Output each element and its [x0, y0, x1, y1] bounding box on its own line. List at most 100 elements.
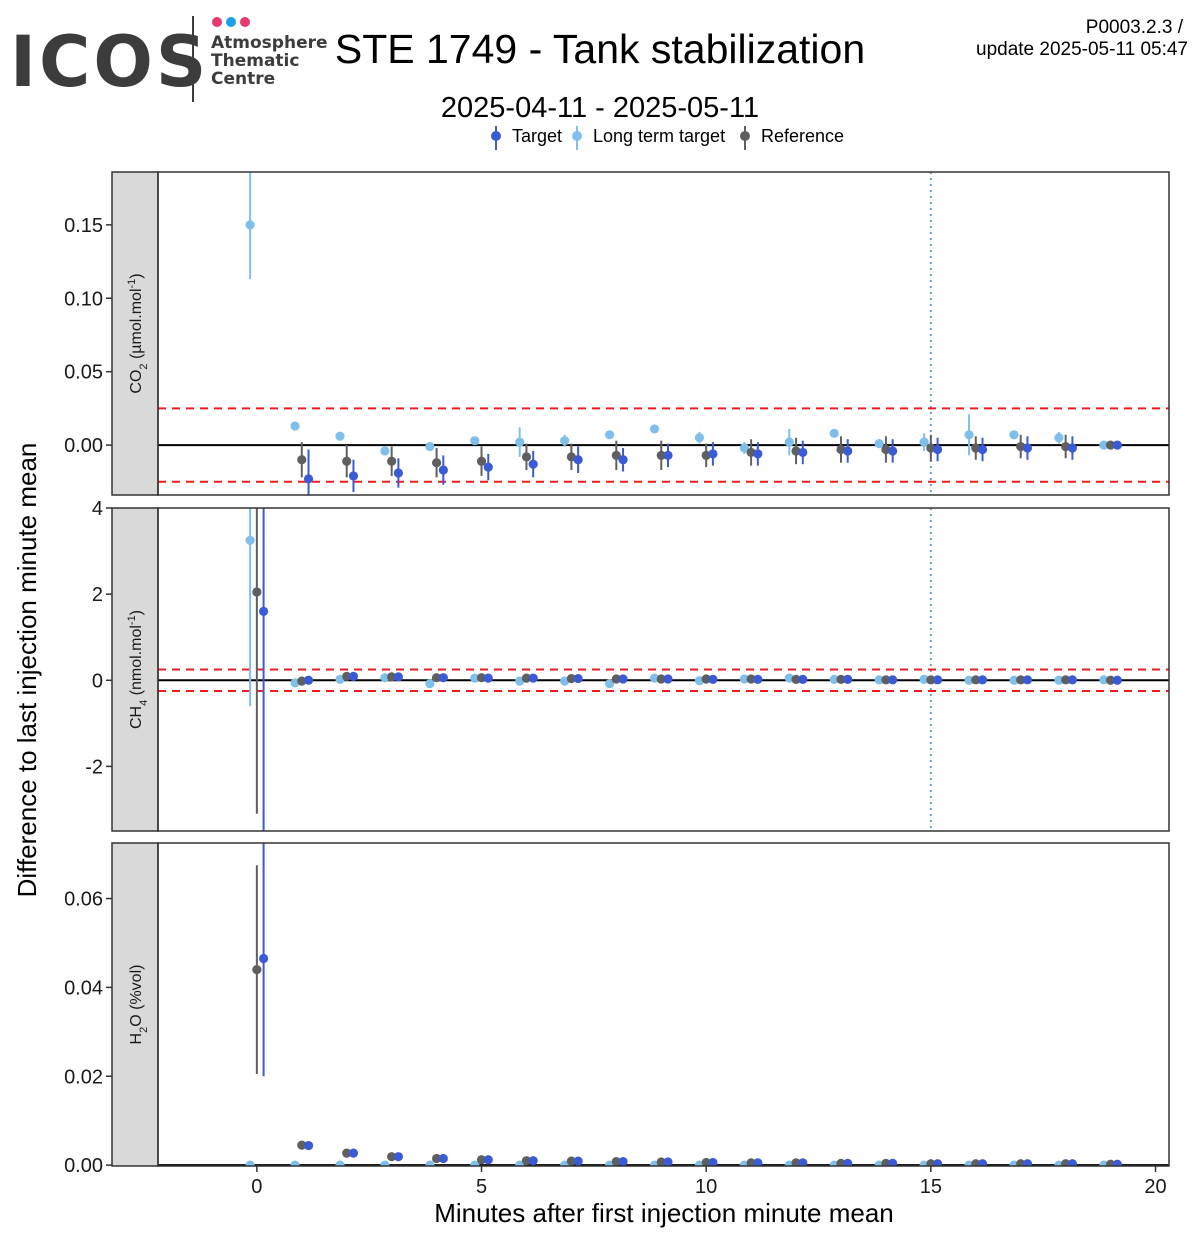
data-point [843, 1158, 853, 1166]
strip-unit-end: ) [128, 610, 145, 615]
data-point [393, 468, 403, 478]
data-point [604, 430, 615, 440]
data-point [1061, 675, 1071, 685]
logo-line-1: Atmosphere [211, 33, 328, 53]
logo-dot [212, 17, 222, 27]
data-point [888, 446, 898, 456]
data-point [663, 450, 673, 460]
data-point [483, 673, 493, 683]
data-point [836, 674, 846, 685]
data-point [977, 675, 988, 685]
data-point [380, 446, 390, 456]
strip-subscript: 2 [138, 1027, 150, 1033]
data-point [438, 673, 448, 683]
data-point [701, 1157, 711, 1166]
data-point [348, 671, 359, 681]
data-point [604, 679, 615, 689]
data-point [425, 1160, 435, 1166]
data-point [380, 1160, 390, 1166]
data-point [425, 679, 435, 689]
data-point [1105, 675, 1116, 685]
data-point [611, 450, 621, 460]
data-point [521, 452, 532, 462]
panel-frame [157, 507, 1170, 832]
series-target [258, 508, 1122, 831]
logo-wordmark: ICOS [10, 21, 209, 103]
data-point [335, 1160, 345, 1166]
panel-h2: H2O (%vol) 0.06 0.04 0.02 0.00 [64, 842, 1170, 1177]
strip-subscript: 2 [138, 363, 150, 369]
data-point [387, 672, 397, 682]
y-tick-label: -2 [85, 756, 103, 778]
data-point [708, 1157, 718, 1166]
series-reference [252, 865, 1116, 1166]
data-point [888, 1158, 898, 1166]
version-label: P0003.2.3 / [1086, 17, 1184, 38]
data-point [348, 1148, 359, 1158]
data-point [656, 1157, 666, 1166]
data-point [611, 1156, 621, 1166]
data-point [798, 447, 808, 458]
y-axis-title: Difference to last injection minute mean [12, 443, 42, 898]
data-point [258, 606, 269, 616]
data-point [874, 1160, 884, 1166]
data-point [431, 458, 442, 468]
y-tick-label: 0.10 [64, 288, 103, 310]
data-point [1009, 430, 1019, 440]
data-point [438, 465, 448, 475]
data-point [1105, 440, 1116, 450]
y-tick-label: 2 [92, 584, 103, 606]
data-point [431, 673, 442, 683]
data-point [380, 673, 390, 683]
chart-title: STE 1749 - Tank stabilization [335, 26, 865, 72]
y-tick-label: 0.00 [64, 435, 103, 457]
strip-species: CH [128, 706, 145, 729]
data-point [297, 455, 307, 465]
data-point [1099, 440, 1109, 450]
data-point [573, 673, 583, 684]
data-point [387, 1152, 397, 1162]
data-point [1022, 443, 1033, 453]
data-point [528, 1156, 538, 1166]
data-point [245, 535, 255, 545]
legend: Target Long term target Reference [491, 126, 844, 150]
y-tick-label: 0.02 [64, 1066, 103, 1088]
data-point [515, 1160, 525, 1166]
data-point [888, 675, 898, 685]
data-point [303, 474, 314, 484]
data-point [977, 1159, 988, 1166]
data-point [663, 1157, 673, 1166]
data-point [618, 674, 628, 684]
data-point [290, 1160, 300, 1166]
panel-strip [111, 507, 159, 832]
chart-subtitle: 2025-04-11 - 2025-05-11 [441, 92, 759, 124]
data-point [798, 1158, 808, 1166]
data-point [483, 1155, 493, 1165]
data-point [528, 673, 538, 683]
data-point [303, 1140, 314, 1151]
data-point [342, 456, 352, 466]
series-long-term-target [245, 172, 1109, 457]
data-point [1022, 1159, 1033, 1166]
data-point [971, 675, 981, 685]
data-point [566, 673, 576, 684]
data-point [303, 675, 314, 685]
strip-species: H [128, 1033, 145, 1045]
data-point [297, 676, 307, 686]
x-tick-label: 10 [695, 1176, 717, 1198]
data-point [649, 673, 660, 683]
data-point [753, 449, 763, 459]
strip-unit: (nmol.mol [128, 625, 145, 700]
logo-line-3: Centre [211, 69, 275, 89]
data-point [964, 675, 974, 685]
strip-unit: O (%vol) [128, 965, 145, 1027]
data-point [753, 674, 763, 685]
legend-long-term-label: Long term target [593, 126, 725, 146]
panel-plot-area [158, 172, 1169, 495]
data-point [656, 450, 666, 460]
data-point [1112, 675, 1122, 685]
data-point [1067, 1159, 1077, 1166]
data-point [566, 1156, 576, 1166]
data-point [701, 674, 711, 684]
data-point [476, 673, 487, 683]
